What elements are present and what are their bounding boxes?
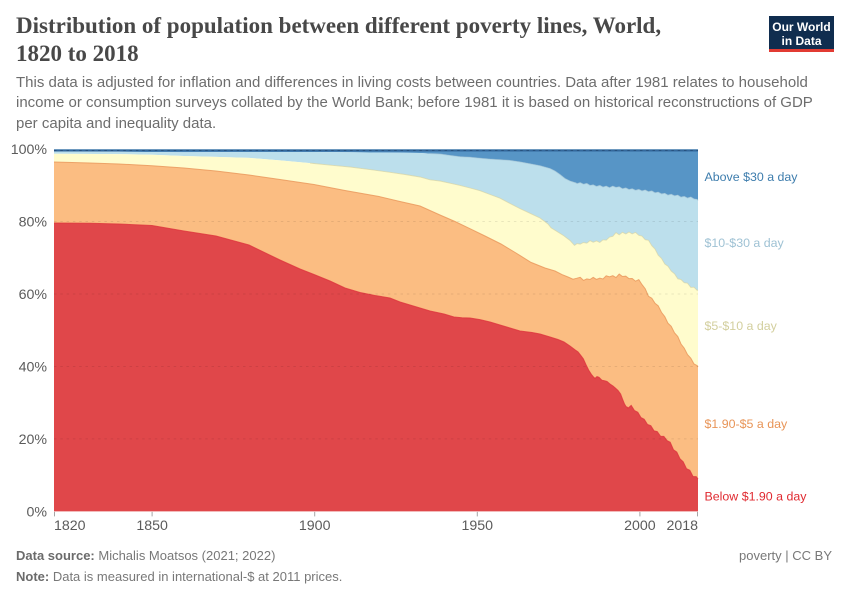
svg-text:$10-$30 a day: $10-$30 a day bbox=[705, 236, 785, 250]
svg-text:1820: 1820 bbox=[54, 518, 86, 534]
svg-text:Above $30 a day: Above $30 a day bbox=[705, 170, 799, 184]
svg-text:40%: 40% bbox=[19, 359, 48, 375]
svg-text:0%: 0% bbox=[26, 504, 47, 520]
svg-text:80%: 80% bbox=[19, 215, 48, 231]
svg-text:2000: 2000 bbox=[624, 518, 656, 534]
svg-text:20%: 20% bbox=[19, 432, 48, 448]
svg-text:2018: 2018 bbox=[666, 518, 698, 534]
svg-text:Below $1.90 a day: Below $1.90 a day bbox=[705, 490, 808, 504]
svg-text:$1.90-$5 a day: $1.90-$5 a day bbox=[705, 417, 788, 431]
svg-text:100%: 100% bbox=[11, 142, 48, 158]
svg-text:1900: 1900 bbox=[299, 518, 331, 534]
svg-text:60%: 60% bbox=[19, 287, 48, 303]
svg-text:1950: 1950 bbox=[462, 518, 494, 534]
svg-text:$5-$10 a day: $5-$10 a day bbox=[705, 319, 778, 333]
svg-text:1850: 1850 bbox=[136, 518, 168, 534]
